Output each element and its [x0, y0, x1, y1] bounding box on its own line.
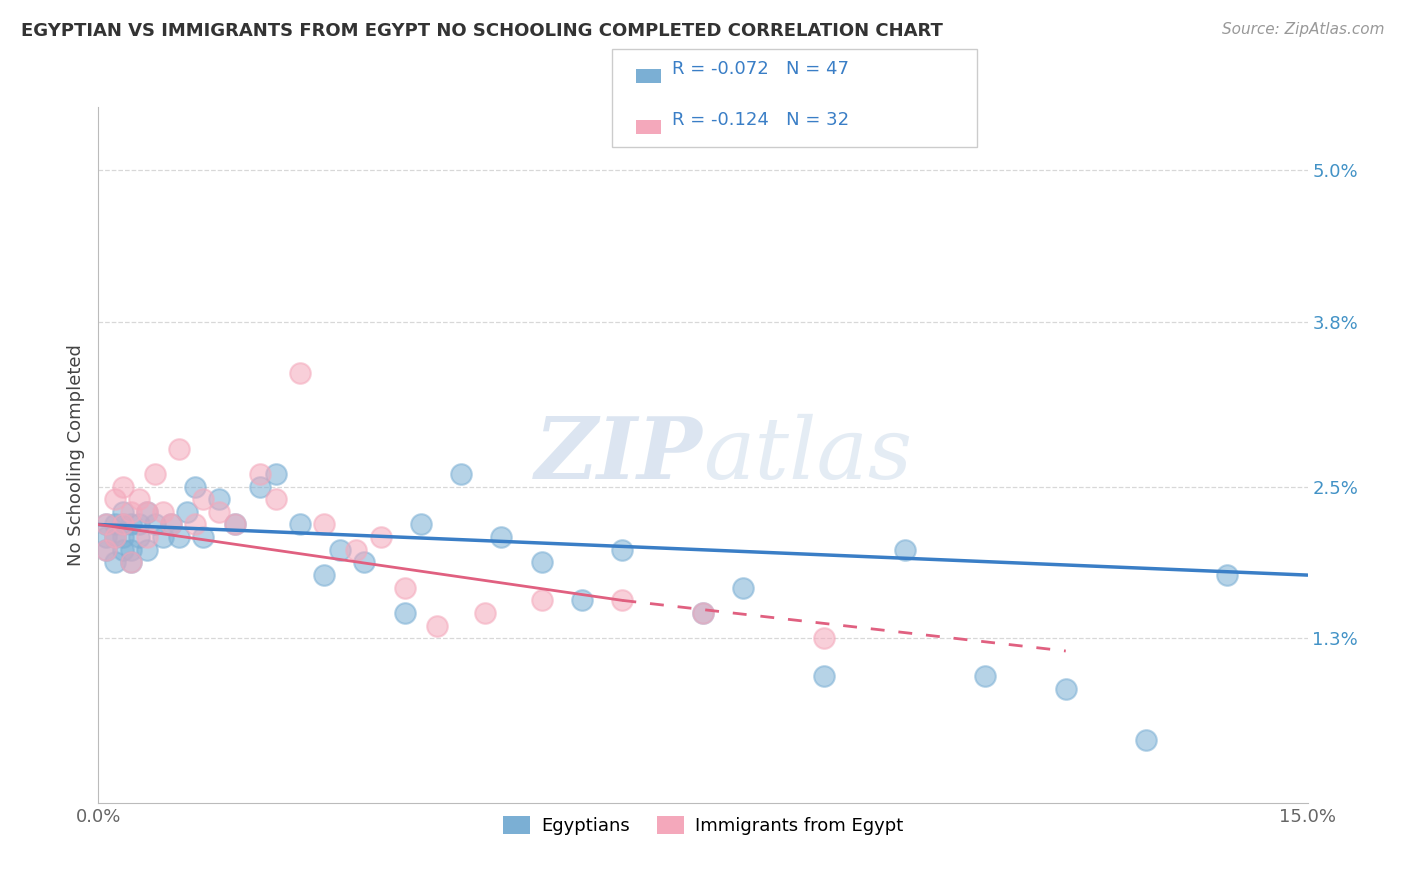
Point [370, 530, 392, 544]
Point [692, 606, 714, 620]
Point [813, 632, 835, 646]
Point [394, 581, 416, 595]
Point [612, 593, 634, 607]
Point [208, 505, 231, 519]
Point [103, 517, 125, 532]
Point [813, 669, 835, 683]
Point [96, 517, 118, 532]
Point [264, 467, 287, 481]
Point [329, 542, 352, 557]
Point [353, 556, 375, 570]
Point [612, 542, 634, 557]
Point [143, 517, 166, 532]
Point [128, 492, 150, 507]
Point [224, 517, 246, 532]
Point [249, 479, 271, 493]
Point [135, 542, 157, 557]
Point [1135, 732, 1157, 747]
Point [120, 556, 142, 570]
Point [409, 517, 432, 532]
Point [394, 606, 416, 620]
Point [96, 542, 118, 557]
Point [193, 492, 215, 507]
Point [474, 606, 496, 620]
Point [893, 542, 915, 557]
Point [692, 606, 714, 620]
Text: EGYPTIAN VS IMMIGRANTS FROM EGYPT NO SCHOOLING COMPLETED CORRELATION CHART: EGYPTIAN VS IMMIGRANTS FROM EGYPT NO SCH… [21, 22, 943, 40]
Point [530, 556, 553, 570]
Point [193, 530, 215, 544]
Point [1216, 568, 1239, 582]
Point [111, 530, 134, 544]
Point [96, 530, 118, 544]
Point [128, 517, 150, 532]
Legend: Egyptians, Immigrants from Egypt: Egyptians, Immigrants from Egypt [496, 809, 910, 842]
Text: Source: ZipAtlas.com: Source: ZipAtlas.com [1222, 22, 1385, 37]
Point [450, 467, 472, 481]
Point [530, 593, 553, 607]
Point [111, 517, 134, 532]
Point [167, 442, 190, 456]
Point [1054, 681, 1077, 696]
Point [224, 517, 246, 532]
Text: ZIP: ZIP [536, 413, 703, 497]
Point [288, 366, 311, 380]
Point [184, 517, 207, 532]
Point [135, 505, 157, 519]
Point [135, 505, 157, 519]
Point [111, 517, 134, 532]
Point [426, 618, 449, 632]
Point [160, 517, 183, 532]
Point [184, 479, 207, 493]
Point [314, 517, 336, 532]
Text: atlas: atlas [703, 414, 912, 496]
Point [314, 568, 336, 582]
Point [120, 505, 142, 519]
Point [152, 505, 174, 519]
Point [974, 669, 997, 683]
Point [111, 542, 134, 557]
Point [208, 492, 231, 507]
Point [160, 517, 183, 532]
Point [96, 542, 118, 557]
Point [249, 467, 271, 481]
Point [176, 505, 198, 519]
Y-axis label: No Schooling Completed: No Schooling Completed [66, 344, 84, 566]
Point [103, 556, 125, 570]
Text: R = -0.072   N = 47: R = -0.072 N = 47 [672, 61, 849, 78]
Point [135, 530, 157, 544]
Point [167, 530, 190, 544]
Point [111, 479, 134, 493]
Point [143, 467, 166, 481]
Point [733, 581, 755, 595]
Point [344, 542, 367, 557]
Point [120, 556, 142, 570]
Point [288, 517, 311, 532]
Point [111, 505, 134, 519]
Point [128, 530, 150, 544]
Point [103, 492, 125, 507]
Point [103, 530, 125, 544]
Point [103, 530, 125, 544]
Point [152, 530, 174, 544]
Text: R = -0.124   N = 32: R = -0.124 N = 32 [672, 112, 849, 129]
Point [491, 530, 513, 544]
Point [120, 517, 142, 532]
Point [264, 492, 287, 507]
Point [96, 517, 118, 532]
Point [571, 593, 593, 607]
Point [120, 542, 142, 557]
